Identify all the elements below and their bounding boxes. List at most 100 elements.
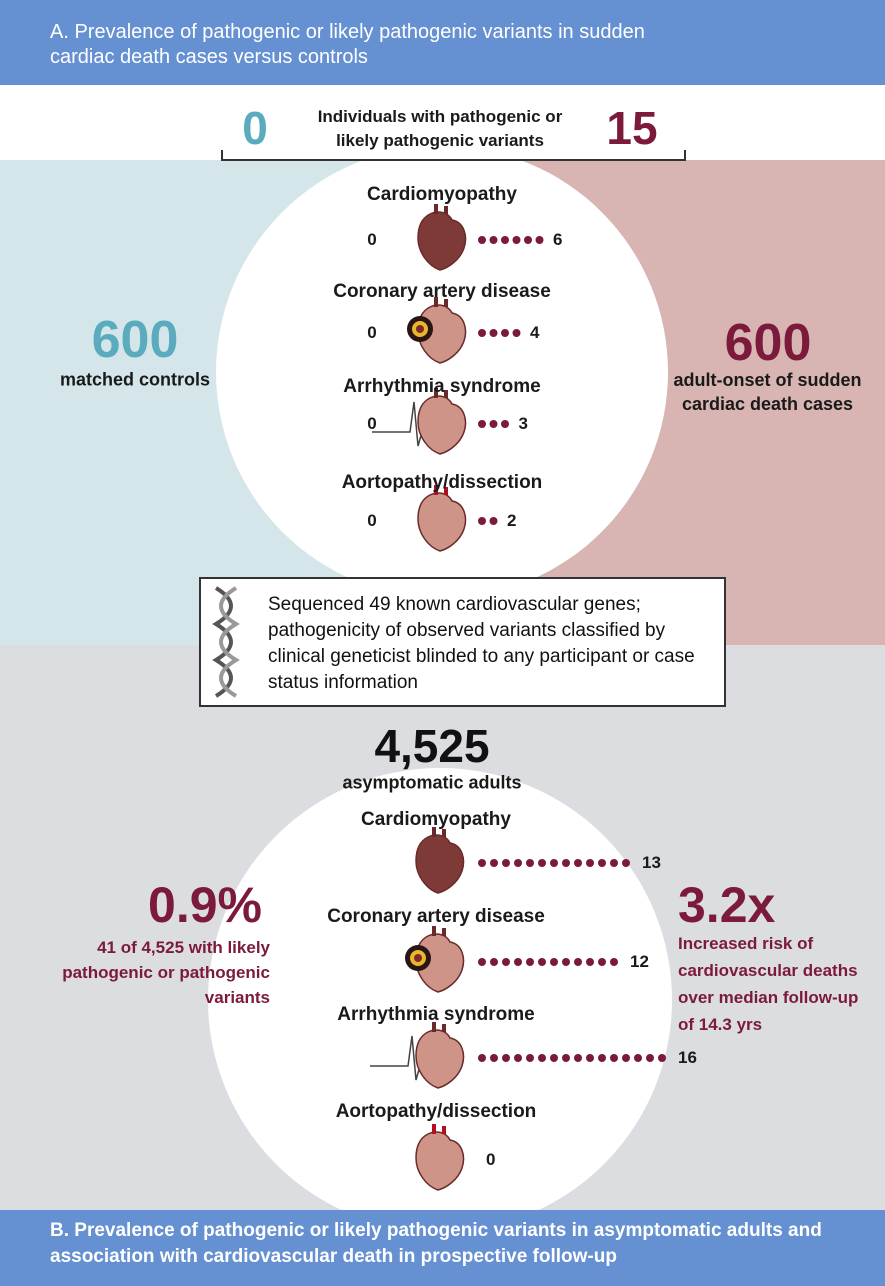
variant-dot bbox=[586, 1054, 594, 1062]
variant-dot bbox=[550, 958, 558, 966]
category-name: Arrhythmia syndrome bbox=[337, 1004, 535, 1025]
variant-dot bbox=[634, 1054, 642, 1062]
heart-icon bbox=[407, 297, 467, 364]
variant-dot bbox=[574, 1054, 582, 1062]
controls-category-count: 0 bbox=[367, 230, 377, 249]
heart-vessel bbox=[434, 388, 448, 398]
category-name: Coronary artery disease bbox=[327, 906, 545, 927]
heart-icon bbox=[417, 485, 467, 552]
variant-dot bbox=[478, 859, 486, 867]
variant-dot bbox=[646, 1054, 654, 1062]
category-count: 0 bbox=[486, 1150, 496, 1169]
variant-dot bbox=[586, 859, 594, 867]
variant-dot bbox=[514, 859, 522, 867]
heart-vessel bbox=[434, 485, 448, 495]
variant-dot bbox=[502, 1054, 510, 1062]
bracket bbox=[221, 150, 686, 161]
heart-vessel bbox=[432, 1022, 446, 1032]
controls-category-count: 0 bbox=[367, 323, 377, 342]
category-count: 16 bbox=[678, 1048, 697, 1067]
methods-box bbox=[199, 577, 726, 707]
variant-dot bbox=[478, 517, 486, 525]
category-name: Cardiomyopathy bbox=[361, 809, 511, 830]
heart-body bbox=[417, 395, 467, 455]
variant-dot bbox=[478, 958, 486, 966]
heart-vessel bbox=[432, 827, 446, 837]
heart-icon bbox=[415, 1124, 465, 1191]
variant-dot bbox=[610, 1054, 618, 1062]
variant-dots bbox=[478, 420, 509, 428]
controls-category-count: 0 bbox=[367, 414, 377, 433]
controls-variant-count: 0 bbox=[242, 102, 268, 154]
variant-dot bbox=[526, 958, 534, 966]
heart-icon bbox=[415, 827, 465, 894]
heart-icon bbox=[370, 1022, 465, 1089]
variant-dot bbox=[502, 958, 510, 966]
variant-dot bbox=[512, 236, 521, 244]
category-name: Cardiomyopathy bbox=[367, 184, 517, 205]
methods-text: Sequenced 49 known cardiovascular genes;… bbox=[268, 594, 695, 693]
controls-count: 600 bbox=[91, 311, 179, 369]
variant-dot bbox=[501, 420, 509, 428]
cohort-label: asymptomatic adults bbox=[342, 772, 522, 793]
artery-lumen bbox=[414, 954, 422, 962]
cases-category-count: 4 bbox=[530, 323, 540, 342]
variant-dot bbox=[538, 958, 546, 966]
category-name: Coronary artery disease bbox=[333, 281, 551, 302]
variant-dot bbox=[489, 517, 498, 525]
variant-dot bbox=[610, 859, 618, 867]
individuals-label: Individuals with pathogenic or likely pa… bbox=[317, 107, 563, 150]
heart-body bbox=[415, 834, 465, 894]
cases-count: 600 bbox=[724, 314, 812, 372]
variant-dot bbox=[535, 236, 544, 244]
variant-dot bbox=[490, 859, 498, 867]
variant-dot bbox=[610, 958, 618, 966]
risk: 3.2x bbox=[678, 877, 776, 933]
cases-category-count: 2 bbox=[507, 511, 517, 530]
variant-dot bbox=[526, 1054, 534, 1062]
heart-icon bbox=[405, 926, 465, 993]
risk-label: Increased risk of cardiovascular deaths … bbox=[678, 934, 859, 1034]
section-b-title: B. Prevalence of pathogenic or likely pa… bbox=[50, 1220, 822, 1267]
variant-dot bbox=[574, 958, 582, 966]
variant-dot bbox=[562, 958, 570, 966]
variant-dot bbox=[622, 1054, 630, 1062]
section-a-title: A. Prevalence of pathogenic or likely pa… bbox=[50, 21, 645, 68]
prevalence: 0.9% bbox=[148, 877, 262, 933]
variant-dots bbox=[478, 517, 498, 525]
variant-dot bbox=[658, 1054, 666, 1062]
controls-label: matched controls bbox=[59, 369, 211, 390]
category-name: Aortopathy/dissection bbox=[335, 1101, 537, 1122]
cases-label: adult-onset of sudden cardiac death case… bbox=[673, 370, 862, 414]
variant-dot bbox=[490, 1054, 498, 1062]
heart-vessel bbox=[432, 926, 446, 936]
category-count: 12 bbox=[630, 952, 649, 971]
variant-dot bbox=[538, 1054, 546, 1062]
variant-dots bbox=[478, 859, 630, 867]
variant-dots bbox=[478, 958, 618, 966]
variant-dot bbox=[598, 1054, 606, 1062]
variant-dot bbox=[524, 236, 532, 244]
variant-dot bbox=[501, 329, 509, 337]
variant-dot bbox=[478, 420, 486, 428]
variant-dot bbox=[562, 859, 570, 867]
variant-dot bbox=[526, 859, 534, 867]
category-name: Arrhythmia syndrome bbox=[343, 376, 541, 397]
variant-dot bbox=[478, 1054, 486, 1062]
cases-category-count: 3 bbox=[518, 414, 528, 433]
category-name: Aortopathy/dissection bbox=[341, 472, 543, 493]
cohort-total: 4,525 bbox=[374, 720, 490, 772]
variant-dots bbox=[478, 1054, 666, 1062]
variant-dot bbox=[586, 958, 594, 966]
category-count: 13 bbox=[642, 853, 661, 872]
artery-lumen bbox=[416, 325, 424, 333]
variant-dot bbox=[478, 236, 486, 244]
variant-dots bbox=[478, 329, 521, 337]
variant-dot bbox=[501, 236, 509, 244]
variant-dot bbox=[512, 329, 521, 337]
variant-dot bbox=[514, 958, 522, 966]
variant-dot bbox=[489, 420, 498, 428]
variant-dot bbox=[502, 859, 510, 867]
